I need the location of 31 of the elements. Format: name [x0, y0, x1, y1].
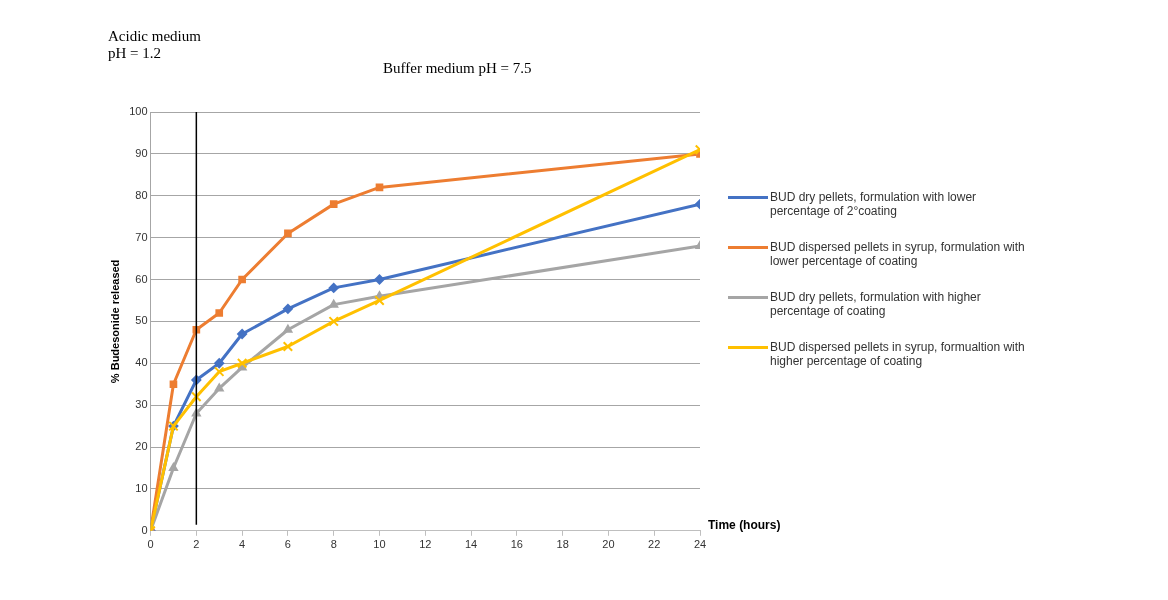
- x-tick-label: 10: [373, 538, 386, 551]
- y-tick-label: 70: [135, 230, 148, 243]
- legend-label: BUD dry pellets, formulation with higher percentage of coating: [770, 290, 982, 318]
- x-tick-label: 18: [556, 538, 569, 551]
- x-tick-label: 12: [419, 538, 432, 551]
- text: Acidic medium pH = 1.2: [108, 28, 202, 62]
- x-tick-label: 20: [602, 538, 615, 551]
- text: Buffer medium pH = 7.5: [383, 60, 533, 77]
- y-tick-label: 80: [135, 188, 148, 201]
- y-tick-label: 10: [135, 481, 148, 494]
- x-tick-label: 14: [464, 538, 478, 551]
- legend-label: BUD dry pellets, formulation with lower percentage of 2°coating: [770, 190, 978, 218]
- x-tick-label: 22: [648, 538, 661, 551]
- x-tick-label: 2: [193, 538, 200, 551]
- x-tick-label: 24: [693, 538, 707, 551]
- y-tick-label: 30: [135, 398, 148, 411]
- legend-label: BUD dispersed pellets in syrup, formulation with lower percentage of coating: [770, 240, 1026, 268]
- y-tick-label: 90: [135, 146, 148, 159]
- y-tick-label: 0: [141, 523, 148, 536]
- x-tick-label: 16: [510, 538, 523, 551]
- x-tick-label: 4: [239, 538, 246, 551]
- y-tick-label: 40: [135, 356, 148, 369]
- y-tick-label: 20: [135, 440, 148, 453]
- y-tick-label: 100: [129, 105, 148, 118]
- y-axis-title: % Budesonide released: [108, 259, 121, 384]
- y-tick-label: 50: [135, 314, 148, 327]
- x-tick-label: 8: [330, 538, 337, 551]
- legend-label: BUD dispersed pellets in syrup, formualtion with higher percentage of coating: [770, 340, 1026, 368]
- y-tick-label: 60: [135, 272, 148, 285]
- x-axis-title: Time (hours): [708, 518, 781, 532]
- x-tick-label: 6: [284, 538, 291, 551]
